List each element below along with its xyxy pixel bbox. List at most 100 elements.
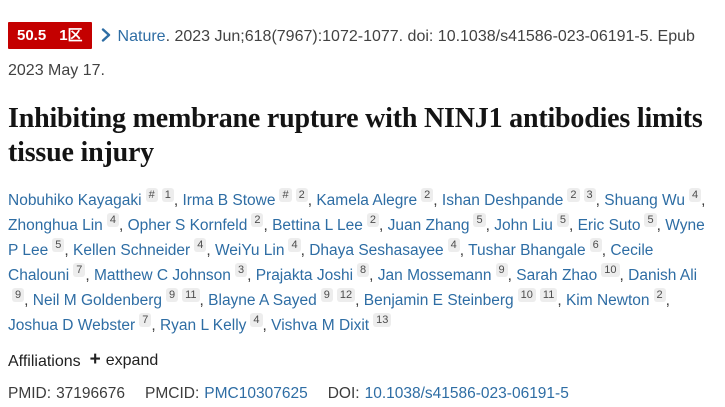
affiliation-number[interactable]: 2 [653,287,666,302]
affiliation-number[interactable]: 2 [567,187,580,202]
author-link[interactable]: Benjamin E Steinberg [363,291,514,309]
author-link[interactable]: Kellen Schneider [72,241,191,259]
affiliation-number[interactable]: 4 [288,237,301,252]
affiliation-number[interactable]: 5 [52,237,65,252]
affiliation-number[interactable]: 13 [373,312,392,327]
affiliation-number[interactable]: 6 [589,237,602,252]
author-separator: , [262,316,272,334]
affiliation-number[interactable]: 3 [583,187,596,202]
author-separator: , [307,191,317,209]
affiliation-number[interactable]: 10 [601,262,620,277]
author-link[interactable]: Shuang Wu [604,191,686,209]
affiliation-number[interactable]: 12 [336,287,356,302]
author-link[interactable]: Ryan L Kelly [159,316,247,334]
affiliations-label: Affiliations [8,352,81,370]
affiliation-number[interactable]: 2 [366,212,379,227]
affiliation-number[interactable]: 10 [517,287,536,302]
affiliation-number[interactable]: 2 [295,187,308,202]
affiliation-number[interactable]: 4 [447,237,460,252]
affiliation-number[interactable]: 5 [556,212,569,227]
affiliation-number[interactable]: 9 [165,287,179,302]
author-link[interactable]: Juan Zhang [387,216,470,234]
author: John Liu 5, [494,212,578,234]
author-link[interactable]: Vishva M Dixit [271,316,370,334]
author: Benjamin E Steinberg 10 11, [363,287,566,309]
author-link[interactable]: Eric Suto [577,216,641,234]
affiliation-number[interactable]: 5 [473,212,486,227]
affiliation-number[interactable]: 1 [161,187,174,202]
author-link[interactable]: Tushar Bhangale [468,241,586,259]
equal-contribution-marker[interactable]: # [145,187,158,202]
identifiers-row: PMID: 37196676 PMCID: PMC10307625 DOI: 10.1… [8,385,716,403]
citation-row: 50.5 1区 Nature. 2023 Jun;618(7967):1072-10… [8,20,716,87]
pmid-item: PMID: 37196676 [8,385,125,403]
author: WeiYu Lin 4, [214,237,309,259]
affiliation-number[interactable]: 9 [12,287,25,302]
affiliation-number[interactable]: 11 [182,287,200,302]
author-link[interactable]: Dhaya Seshasayee [309,241,444,259]
doi-item: DOI: 10.1038/s41586-023-06191-5 [328,385,569,403]
affiliation-number[interactable]: 9 [320,287,333,302]
affiliation-number[interactable]: 2 [421,187,434,202]
author-link[interactable]: Nobuhiko Kayagaki [8,191,142,209]
author-separator: , [199,291,209,309]
affiliation-number[interactable]: 7 [73,262,86,277]
author-separator: , [118,216,128,234]
journal-link[interactable]: Nature [117,28,166,45]
author-separator: , [568,216,578,234]
chevron-right-icon[interactable] [101,21,111,54]
article-title: Inhibiting membrane rupture with NINJ1 a… [8,103,703,169]
author: Cecile Chalouni 7, [8,242,653,284]
plus-icon: + [89,348,101,370]
affiliation-number[interactable]: 2 [251,212,264,227]
journal-tier-value: 1区 [59,27,83,45]
author-link[interactable]: WeiYu Lin [214,241,285,259]
author-separator: , [247,266,256,284]
affiliations-expand-button[interactable]: + expand [89,348,159,370]
author-link[interactable]: Zhonghua Lin [8,216,103,234]
author-link[interactable]: Matthew C Johnson [93,266,231,284]
affiliation-number[interactable]: 8 [357,262,370,277]
author-link[interactable]: Prajakta Joshi [255,266,354,284]
affiliation-number[interactable]: 9 [495,262,508,277]
author-separator: , [701,191,706,209]
affiliation-number[interactable]: 4 [106,212,119,227]
author-link[interactable]: Kim Newton [565,291,650,309]
author-separator: , [173,191,183,209]
author-separator: , [601,241,611,259]
equal-contribution-marker[interactable]: # [279,187,292,202]
author-separator: , [151,316,160,334]
author-link[interactable]: John Liu [494,216,553,234]
affiliation-number[interactable]: 11 [539,287,558,302]
author-separator: , [355,291,364,309]
author-link[interactable]: Sarah Zhao [516,266,598,284]
doi-link[interactable]: 10.1038/s41586-023-06191-5 [364,384,569,402]
affiliation-number[interactable]: 3 [234,262,248,277]
author-link[interactable]: Opher S Kornfeld [127,216,248,234]
affiliation-number[interactable]: 4 [689,187,702,202]
affiliation-number[interactable]: 7 [139,312,152,327]
author-link[interactable]: Bettina L Lee [272,216,363,234]
author-separator: , [459,241,469,259]
affiliation-number[interactable]: 4 [250,312,263,327]
author-link[interactable]: Neil M Goldenberg [32,291,162,309]
affiliation-number[interactable]: 4 [194,237,207,252]
author: Dhaya Seshasayee 4, [309,237,469,259]
author-link[interactable]: Danish Ali [628,266,698,284]
author-separator: , [507,266,517,284]
author-link[interactable]: Ishan Deshpande [441,191,564,209]
author-separator: , [433,191,442,209]
author-link[interactable]: Wyne P Lee [8,216,705,259]
author-link[interactable]: Jan Mossemann [377,266,492,284]
pmcid-link[interactable]: PMC10307625 [204,384,308,402]
author-link[interactable]: Irma B Stowe [182,191,276,209]
author-link[interactable]: Kamela Alegre [316,191,418,209]
author: Bettina L Lee 2, [272,212,388,234]
affiliation-number[interactable]: 5 [644,212,657,227]
author-separator: , [263,216,273,234]
author-separator: , [485,216,495,234]
author-link[interactable]: Blayne A Sayed [208,291,317,309]
author-link[interactable]: Cecile Chalouni [8,241,654,284]
citation-details: . 2023 Jun;618(7967):1072-1077. doi: 10.… [8,28,695,79]
author-link[interactable]: Joshua D Webster [8,316,136,334]
